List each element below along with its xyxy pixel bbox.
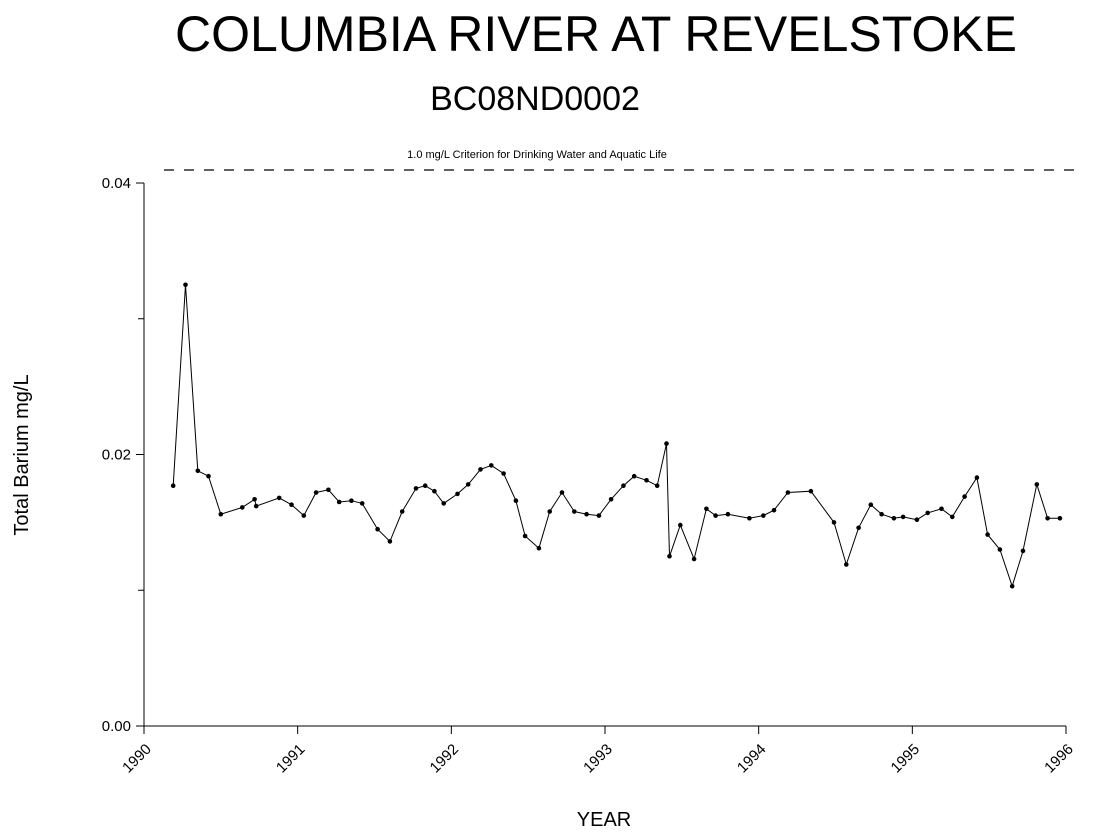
data-point <box>547 509 552 514</box>
data-point <box>900 514 906 520</box>
data-point <box>704 506 709 512</box>
x-tick-label: 1990 <box>119 741 155 777</box>
data-point <box>455 491 460 497</box>
data-point <box>195 468 201 474</box>
series-points <box>170 282 1063 589</box>
data-point <box>747 516 752 521</box>
data-point <box>1034 482 1040 487</box>
data-point <box>313 490 319 495</box>
data-point <box>387 539 393 544</box>
data-point <box>349 498 354 504</box>
data-point <box>1057 516 1063 521</box>
data-point <box>985 532 990 537</box>
data-point <box>596 513 602 518</box>
data-point <box>868 502 874 508</box>
y-tick-label: 0.04 <box>102 175 131 192</box>
data-point <box>856 525 861 531</box>
data-point <box>252 497 257 502</box>
data-point <box>326 487 331 493</box>
data-point <box>1045 516 1050 521</box>
data-point <box>413 486 419 491</box>
data-point <box>276 495 282 501</box>
data-point <box>501 471 506 476</box>
data-point <box>831 520 837 525</box>
data-point <box>522 533 528 539</box>
data-point <box>925 510 930 516</box>
data-point <box>465 482 471 487</box>
x-axis-title: YEAR <box>577 809 631 831</box>
x-tick-label: 1992 <box>427 741 463 777</box>
data-point <box>1009 583 1015 589</box>
y-ticks: 0.00 0.02 0.04 <box>102 175 144 735</box>
data-point <box>513 498 519 504</box>
y-minor-ticks <box>138 318 144 591</box>
data-point <box>536 545 542 551</box>
data-point <box>206 473 211 479</box>
data-point <box>1020 548 1026 554</box>
data-point <box>621 483 626 489</box>
x-ticks: 1990 1991 1992 1993 1994 1995 1996 <box>119 726 1077 776</box>
data-point <box>844 562 849 567</box>
data-point <box>664 441 669 446</box>
y-tick-label: 0.02 <box>102 447 131 464</box>
data-point <box>240 505 245 510</box>
data-point <box>489 463 494 468</box>
data-point <box>962 494 967 499</box>
data-point <box>713 513 718 518</box>
data-point <box>399 509 405 514</box>
data-point <box>584 511 589 517</box>
criterion-label: 1.0 mg/L Criterion for Drinking Water an… <box>407 149 667 161</box>
data-point <box>891 516 897 521</box>
data-point <box>785 490 791 495</box>
data-point <box>725 511 731 517</box>
data-point <box>644 478 649 483</box>
data-point <box>218 511 224 517</box>
data-point <box>359 501 365 506</box>
data-point <box>336 499 342 505</box>
data-point <box>939 506 944 512</box>
data-point <box>654 483 660 489</box>
series-line <box>172 284 1060 588</box>
y-axis-title: Total Barium mg/L <box>11 374 33 535</box>
data-point <box>678 522 683 528</box>
x-tick-label: 1995 <box>888 741 924 777</box>
data-point <box>808 488 814 494</box>
data-point <box>771 507 777 513</box>
y-tick-label: 0.00 <box>102 718 131 735</box>
chart-title: COLUMBIA RIVER AT REVELSTOKE <box>175 6 1017 62</box>
x-tick-label: 1996 <box>1041 741 1077 777</box>
data-point <box>183 282 188 288</box>
data-point <box>253 503 259 509</box>
data-point <box>572 509 577 514</box>
data-point <box>170 483 176 489</box>
data-point <box>667 554 672 559</box>
data-point <box>950 514 955 520</box>
x-tick-label: 1991 <box>273 741 309 777</box>
data-point <box>631 473 637 479</box>
x-tick-label: 1993 <box>580 741 616 777</box>
data-point <box>914 517 920 522</box>
data-point <box>691 556 697 562</box>
data-point <box>301 513 307 518</box>
x-tick-label: 1994 <box>734 741 770 777</box>
data-point <box>422 483 428 489</box>
data-point <box>608 497 614 502</box>
data-point <box>375 526 380 532</box>
data-point <box>974 475 980 480</box>
data-point <box>761 513 766 518</box>
data-point <box>432 488 437 494</box>
data-point <box>997 547 1003 552</box>
data-point <box>559 490 565 495</box>
data-point <box>289 502 294 508</box>
chart-subtitle: BC08ND0002 <box>430 80 640 118</box>
data-point <box>879 511 884 517</box>
data-point <box>441 501 447 506</box>
data-point <box>478 467 483 472</box>
